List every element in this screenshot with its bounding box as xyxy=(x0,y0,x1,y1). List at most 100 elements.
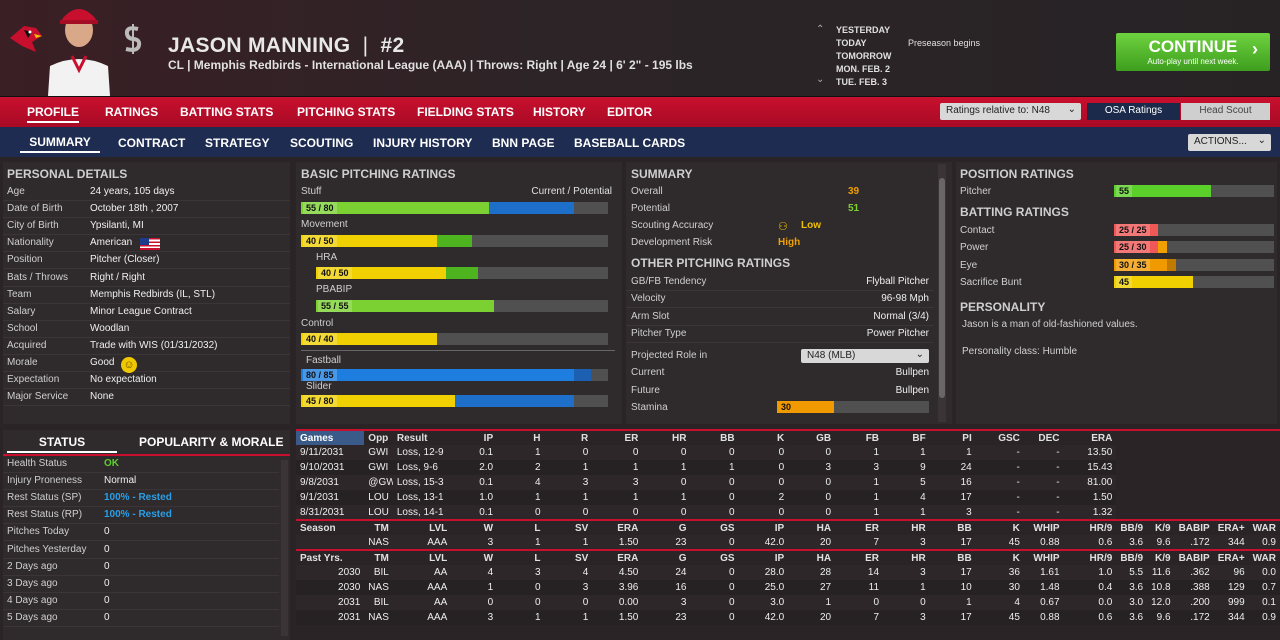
past-header[interactable]: WAR xyxy=(1248,549,1280,565)
season-header[interactable]: HR xyxy=(883,519,930,535)
tab-bnn-page[interactable]: BNN PAGE xyxy=(492,136,555,150)
season-header[interactable]: IP xyxy=(738,519,789,535)
season-header[interactable]: ERA xyxy=(592,519,643,535)
calendar-day[interactable]: YESTERDAY xyxy=(836,25,891,35)
season-header[interactable]: TM xyxy=(364,519,393,535)
actions-dropdown[interactable]: ACTIONS... ⌄ xyxy=(1188,134,1271,151)
past-header[interactable]: HA xyxy=(788,549,836,565)
games-header[interactable]: K xyxy=(776,432,785,444)
summary-scrollbar[interactable] xyxy=(938,164,946,422)
games-header[interactable]: GB xyxy=(816,432,832,444)
season-header[interactable]: SV xyxy=(544,519,593,535)
tab-history[interactable]: HISTORY xyxy=(533,105,586,119)
osa-ratings-toggle[interactable]: OSA Ratings xyxy=(1087,103,1180,120)
past-header[interactable]: ERA+ xyxy=(1213,549,1249,565)
season-row[interactable]: NAS AAA 3 1 1 1.50 23 0 42.0 20 7 3 17 45 0.88 0.6 3.6 9.… xyxy=(296,535,1280,550)
season-header[interactable]: K xyxy=(975,519,1024,535)
tab-summary[interactable]: SUMMARY xyxy=(20,135,100,153)
past-header[interactable]: SV xyxy=(544,549,593,565)
games-header[interactable]: PI xyxy=(962,432,972,444)
tab-editor[interactable]: EDITOR xyxy=(607,105,653,119)
past-header[interactable]: BABIP xyxy=(1174,549,1214,565)
season-header[interactable]: HA xyxy=(788,519,836,535)
games-header[interactable]: DEC xyxy=(1038,432,1060,444)
projected-role-select[interactable]: N48 (MLB) ⌄ xyxy=(801,349,929,363)
past-row[interactable]: 2030 NAS AAA 1 0 3 3.96 16 0 25.0 27 11 1 10 30 1.48 0.4… xyxy=(296,580,1280,595)
tab-status[interactable]: STATUS xyxy=(7,435,117,453)
past-row[interactable]: 2031 BIL AA 0 0 0 0.00 3 0 3.0 1 0 0 1 4 0.67 0.0 3.0 12.0… xyxy=(296,595,1280,610)
games-header[interactable]: Games xyxy=(296,430,365,445)
past-header[interactable]: ERA xyxy=(592,549,643,565)
past-header[interactable]: K xyxy=(975,549,1024,565)
tab-ratings[interactable]: RATINGS xyxy=(105,105,159,119)
games-header[interactable]: H xyxy=(533,432,541,444)
season-header[interactable]: HR/9 xyxy=(1063,519,1117,535)
games-header[interactable]: Opp xyxy=(368,432,389,444)
season-header[interactable]: K/9 xyxy=(1147,519,1175,535)
game-row[interactable]: 8/31/2031 LOU Loss, 14-1 0.1 0 0 0 0 0 0 0 1 1 3 - - 1.3… xyxy=(296,505,1280,520)
season-header[interactable]: G xyxy=(642,519,691,535)
past-header[interactable]: IP xyxy=(738,549,789,565)
games-header[interactable]: ERA xyxy=(1091,432,1113,444)
past-header[interactable]: GS xyxy=(690,549,739,565)
past-row[interactable]: 2030 BIL AA 4 3 4 4.50 24 0 28.0 28 14 3 17 36 1.61 1.0 5… xyxy=(296,565,1280,580)
games-header[interactable]: Result xyxy=(396,432,428,444)
games-header[interactable]: FB xyxy=(865,432,880,444)
calendar-day[interactable]: TOMORROW xyxy=(836,51,892,61)
chevron-up-icon[interactable]: ⌃ xyxy=(816,24,825,35)
calendar-day[interactable]: TUE. FEB. 3 xyxy=(836,77,888,87)
season-header[interactable]: WHIP xyxy=(1023,519,1064,535)
past-row[interactable]: 2031 NAS AAA 3 1 1 1.50 23 0 42.0 20 7 3 17 45 0.88 0.6 3… xyxy=(296,610,1280,625)
season-header[interactable]: WAR xyxy=(1248,519,1280,535)
season-header[interactable]: ERA+ xyxy=(1213,519,1249,535)
tab-baseball-cards[interactable]: BASEBALL CARDS xyxy=(574,136,686,150)
season-header[interactable]: BB/9 xyxy=(1116,519,1148,535)
season-header[interactable]: BB xyxy=(929,519,976,535)
continue-button[interactable]: CONTINUE Auto-play until next week. › xyxy=(1116,33,1270,71)
calendar-day[interactable]: MON. FEB. 2 xyxy=(836,64,891,74)
tab-batting-stats[interactable]: BATTING STATS xyxy=(180,105,274,119)
games-header[interactable]: HR xyxy=(672,432,687,444)
tab-contract[interactable]: CONTRACT xyxy=(118,136,186,150)
past-header[interactable]: TM xyxy=(364,549,393,565)
tab-pitching-stats[interactable]: PITCHING STATS xyxy=(297,105,396,119)
tab-popularity-morale[interactable]: POPULARITY & MORALE xyxy=(139,435,284,449)
games-header[interactable]: GSC xyxy=(998,432,1020,444)
past-header[interactable]: ER xyxy=(835,549,884,565)
past-header[interactable]: BB xyxy=(929,549,976,565)
scrollbar-thumb[interactable] xyxy=(939,178,945,398)
status-scrollbar[interactable] xyxy=(281,460,288,636)
head-scout-toggle[interactable]: Head Scout xyxy=(1181,103,1270,120)
past-header[interactable]: LVL xyxy=(392,549,452,565)
past-header[interactable]: L xyxy=(497,549,545,565)
season-header[interactable]: LVL xyxy=(392,519,452,535)
past-header[interactable]: BB/9 xyxy=(1116,549,1148,565)
game-row[interactable]: 9/11/2031 GWI Loss, 12-9 0.1 1 0 0 0 0 0 0 1 1 1 - - 13.… xyxy=(296,445,1280,460)
game-row[interactable]: 9/1/2031 LOU Loss, 13-1 1.0 1 1 1 1 0 2 0 1 4 17 - - 1.5… xyxy=(296,490,1280,505)
games-header[interactable]: ER xyxy=(624,432,639,444)
games-header[interactable]: BB xyxy=(720,432,735,444)
past-header[interactable]: HR/9 xyxy=(1063,549,1117,565)
past-header[interactable]: K/9 xyxy=(1147,549,1175,565)
season-header[interactable]: Season xyxy=(296,519,365,535)
tab-injury-history[interactable]: INJURY HISTORY xyxy=(373,136,473,150)
past-header[interactable]: Past Yrs. xyxy=(296,549,365,565)
season-header[interactable]: GS xyxy=(690,519,739,535)
season-header[interactable]: L xyxy=(497,519,545,535)
season-header[interactable]: ER xyxy=(835,519,884,535)
games-header[interactable]: IP xyxy=(483,432,494,444)
past-header[interactable]: WHIP xyxy=(1023,549,1064,565)
tab-profile[interactable]: PROFILE xyxy=(27,105,80,123)
season-header[interactable]: BABIP xyxy=(1174,519,1214,535)
tab-scouting[interactable]: SCOUTING xyxy=(290,136,354,150)
games-header[interactable]: R xyxy=(581,432,589,444)
chevron-down-icon[interactable]: ⌄ xyxy=(816,74,825,85)
tab-fielding-stats[interactable]: FIELDING STATS xyxy=(417,105,514,119)
calendar-day[interactable]: TODAY xyxy=(836,38,867,48)
past-header[interactable]: HR xyxy=(883,549,930,565)
season-header[interactable]: W xyxy=(451,519,498,535)
tab-strategy[interactable]: STRATEGY xyxy=(205,136,270,150)
past-header[interactable]: W xyxy=(451,549,498,565)
game-row[interactable]: 9/10/2031 GWI Loss, 9-6 2.0 2 1 1 1 1 0 3 3 9 24 - - 15.… xyxy=(296,460,1280,475)
